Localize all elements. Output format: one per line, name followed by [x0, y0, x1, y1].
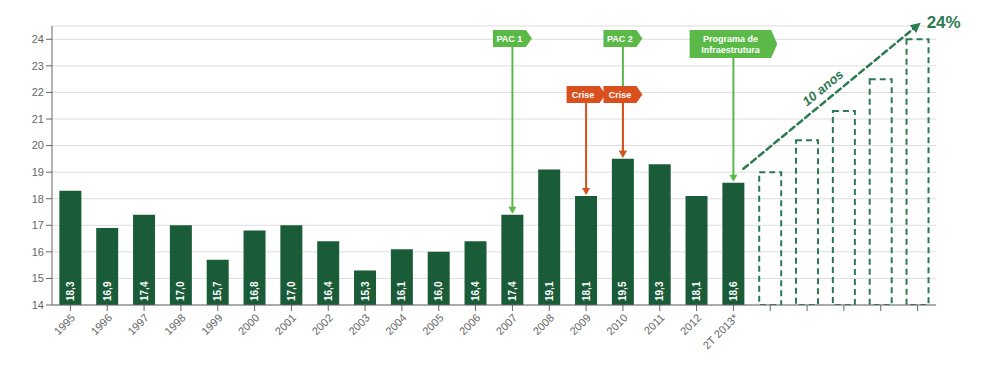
svg-text:2006: 2006: [457, 311, 483, 337]
svg-text:15: 15: [32, 272, 44, 284]
svg-text:1996: 1996: [88, 311, 114, 337]
svg-text:Programa de: Programa de: [703, 34, 758, 44]
svg-text:2010: 2010: [604, 311, 630, 337]
svg-text:18,1: 18,1: [581, 281, 592, 301]
svg-text:17,4: 17,4: [139, 281, 150, 301]
svg-text:16: 16: [32, 246, 44, 258]
svg-text:18,6: 18,6: [728, 281, 739, 301]
svg-text:19,3: 19,3: [654, 281, 665, 301]
svg-text:1997: 1997: [125, 311, 151, 337]
svg-text:24%: 24%: [927, 13, 961, 32]
svg-text:18: 18: [32, 193, 44, 205]
svg-text:16,4: 16,4: [470, 281, 481, 301]
svg-text:21: 21: [32, 113, 44, 125]
svg-text:2007: 2007: [494, 311, 520, 337]
svg-text:20: 20: [32, 139, 44, 151]
svg-text:1998: 1998: [162, 311, 188, 337]
svg-text:16,9: 16,9: [102, 281, 113, 301]
svg-text:2T 2013*: 2T 2013*: [700, 311, 740, 351]
svg-text:1999: 1999: [199, 311, 225, 337]
svg-text:2012: 2012: [678, 311, 704, 337]
svg-text:1995: 1995: [52, 311, 78, 337]
svg-text:Infraestrutura: Infraestrutura: [701, 45, 761, 55]
svg-text:2005: 2005: [420, 311, 446, 337]
svg-text:Crise: Crise: [572, 90, 595, 100]
svg-text:17,0: 17,0: [286, 281, 297, 301]
svg-text:18,3: 18,3: [65, 281, 76, 301]
svg-text:15,3: 15,3: [360, 281, 371, 301]
svg-text:16,1: 16,1: [396, 281, 407, 301]
svg-text:10 anos: 10 anos: [799, 67, 846, 109]
svg-text:17: 17: [32, 219, 44, 231]
svg-text:2000: 2000: [236, 311, 262, 337]
svg-text:16,8: 16,8: [249, 281, 260, 301]
svg-text:PAC 1: PAC 1: [496, 34, 522, 44]
svg-text:PAC 2: PAC 2: [607, 34, 633, 44]
svg-text:2002: 2002: [309, 311, 335, 337]
svg-text:Crise: Crise: [609, 90, 632, 100]
svg-text:24: 24: [32, 33, 44, 45]
svg-text:2009: 2009: [567, 311, 593, 337]
svg-text:2003: 2003: [346, 311, 372, 337]
svg-text:16,0: 16,0: [433, 281, 444, 301]
svg-text:2008: 2008: [530, 311, 556, 337]
svg-text:2011: 2011: [641, 311, 666, 336]
svg-text:15,7: 15,7: [212, 281, 223, 301]
svg-text:23: 23: [32, 60, 44, 72]
svg-text:14: 14: [32, 299, 44, 311]
svg-text:2001: 2001: [273, 311, 299, 337]
svg-text:22: 22: [32, 86, 44, 98]
svg-text:19: 19: [32, 166, 44, 178]
svg-text:18,1: 18,1: [691, 281, 702, 301]
svg-text:19,5: 19,5: [617, 281, 628, 301]
svg-text:16,4: 16,4: [323, 281, 334, 301]
svg-text:17,4: 17,4: [507, 281, 518, 301]
svg-text:19,1: 19,1: [544, 281, 555, 301]
svg-text:17,0: 17,0: [175, 281, 186, 301]
svg-text:2004: 2004: [383, 311, 409, 337]
